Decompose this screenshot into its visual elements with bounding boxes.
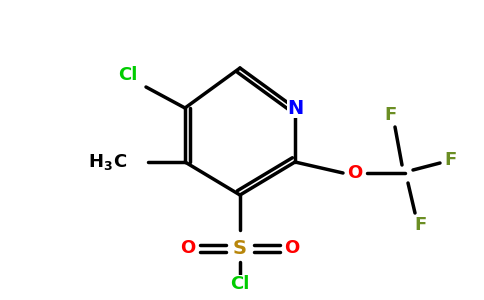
Text: F: F xyxy=(414,216,426,234)
Text: C: C xyxy=(113,153,127,171)
Text: O: O xyxy=(285,239,300,257)
Text: F: F xyxy=(384,106,396,124)
Text: Cl: Cl xyxy=(230,275,250,293)
Text: 3: 3 xyxy=(104,160,112,173)
Text: N: N xyxy=(287,98,303,118)
Text: O: O xyxy=(181,239,196,257)
Text: H: H xyxy=(89,153,104,171)
Text: S: S xyxy=(233,238,247,257)
Text: Cl: Cl xyxy=(118,66,137,84)
Text: F: F xyxy=(444,151,456,169)
Text: O: O xyxy=(348,164,363,182)
